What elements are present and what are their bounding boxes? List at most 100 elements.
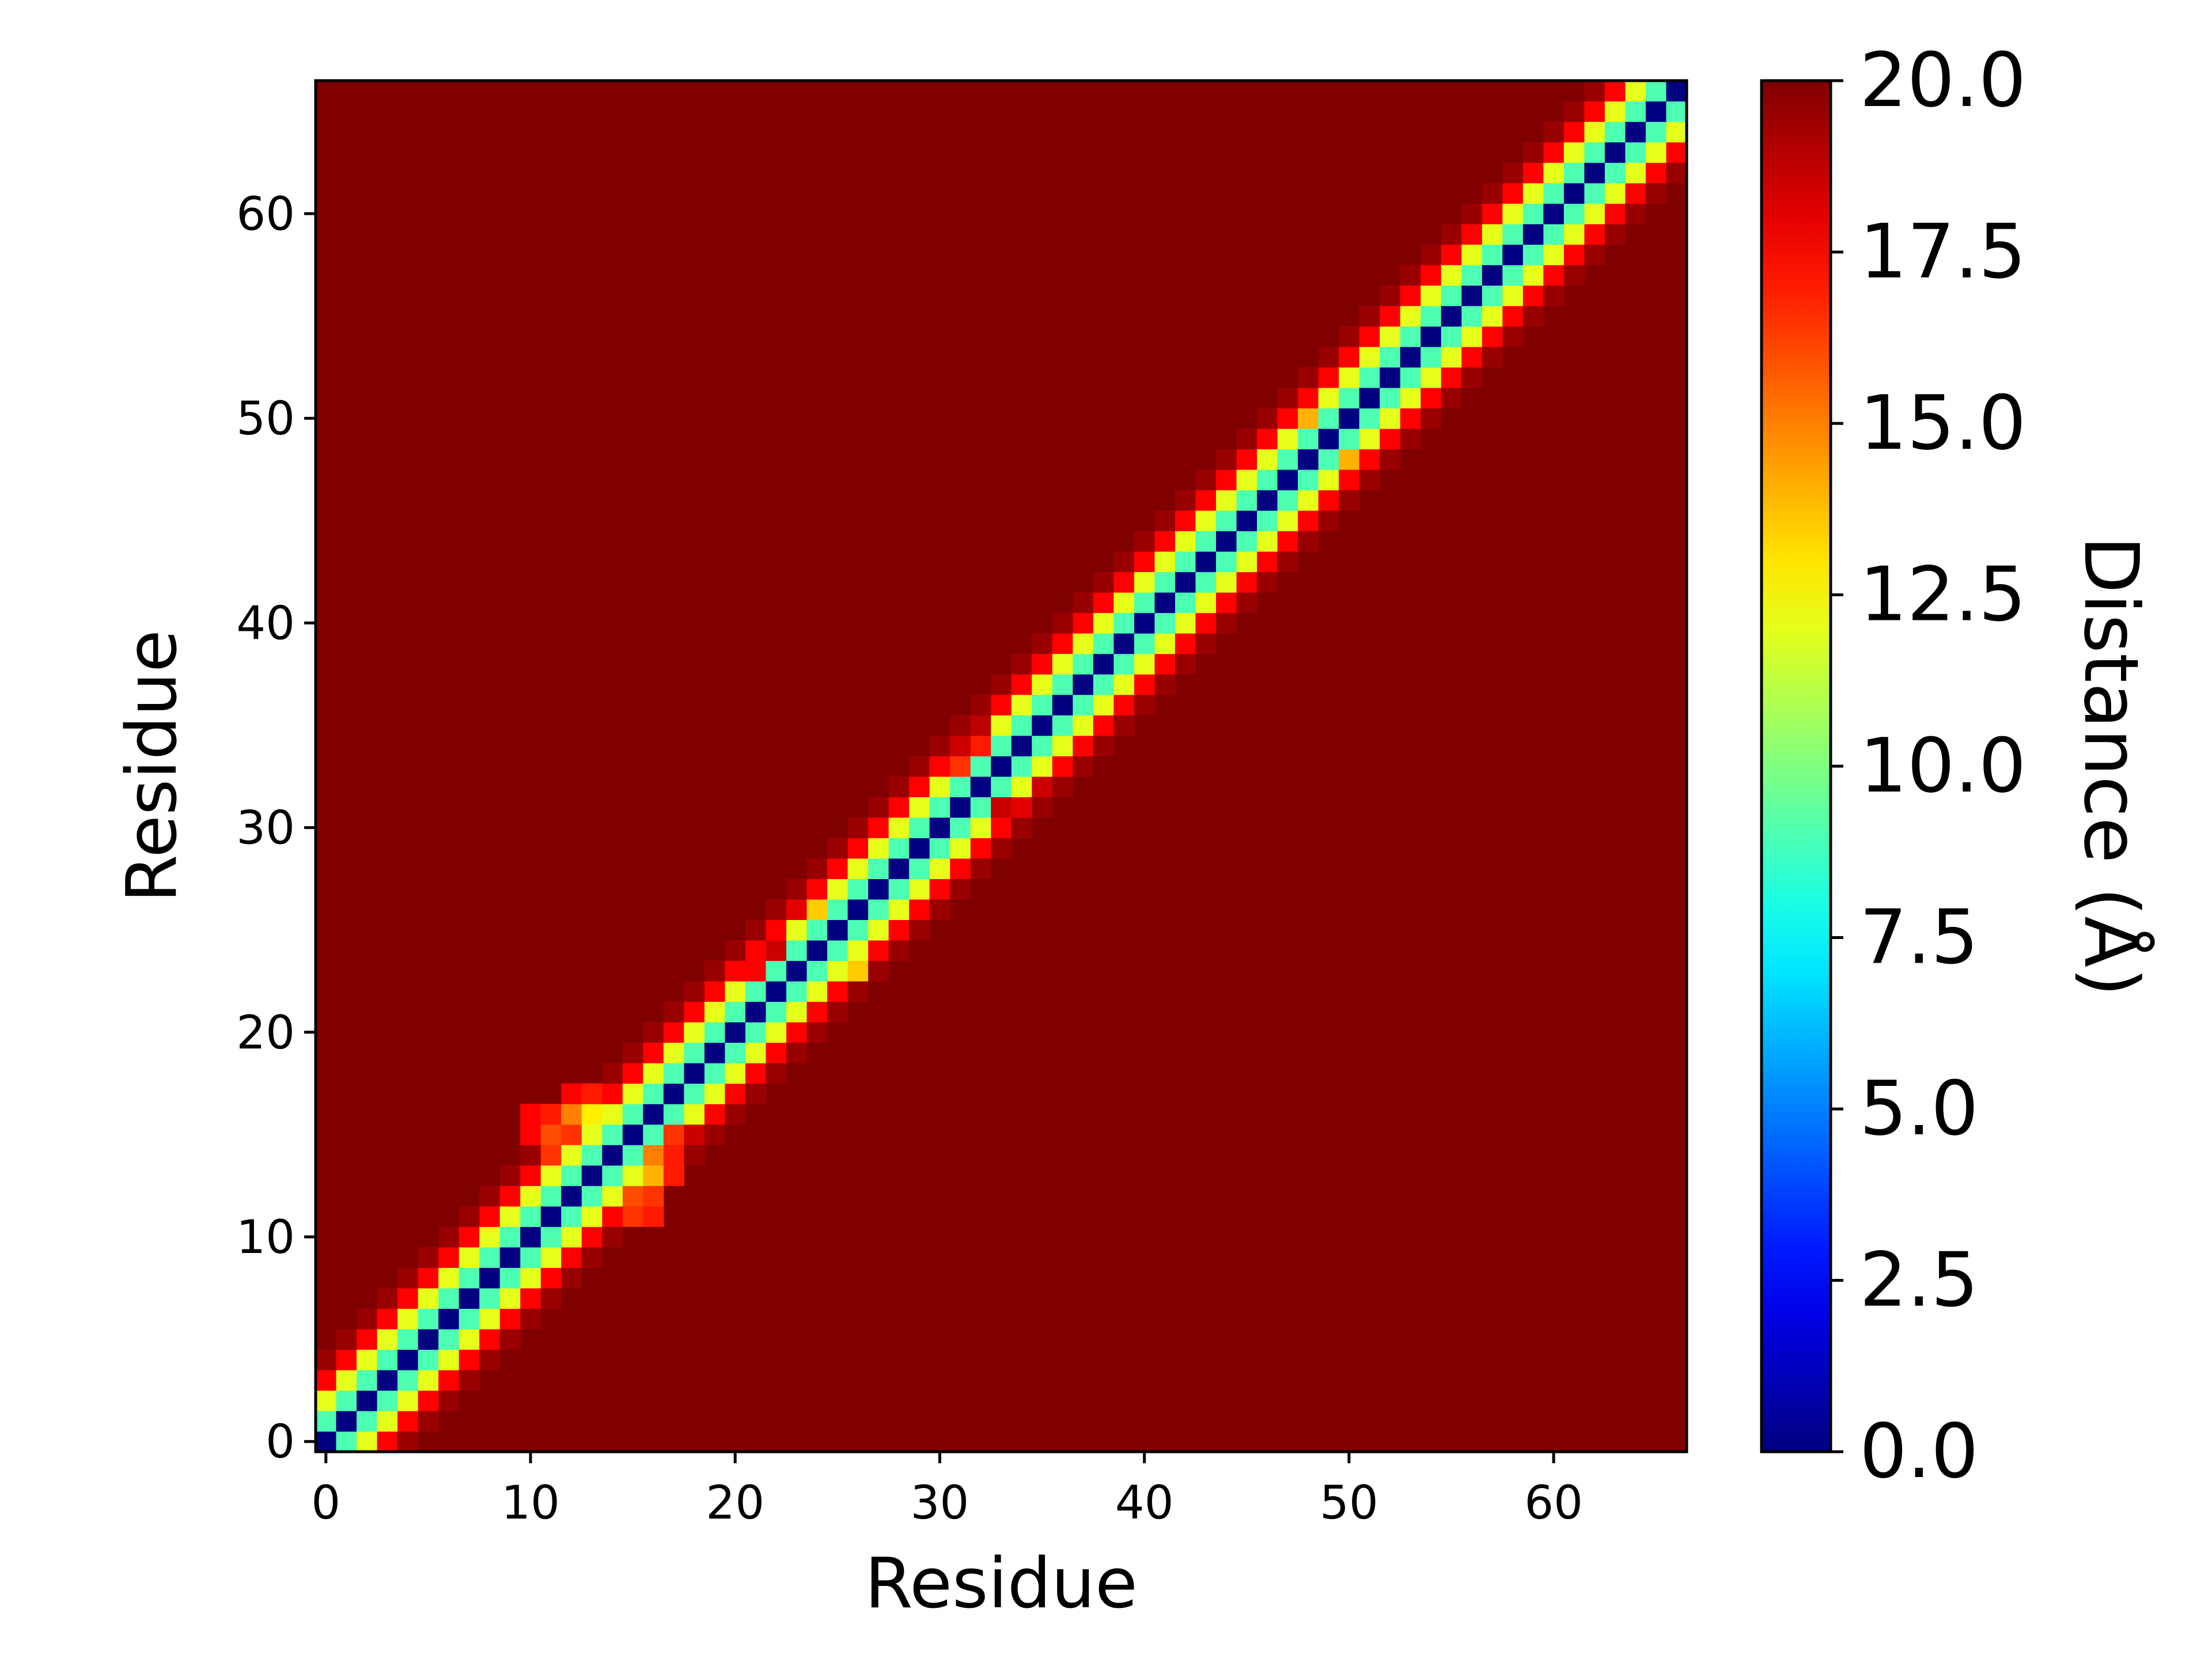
- heatmap-cell: [745, 1022, 767, 1043]
- heatmap-cell: [1277, 510, 1298, 532]
- heatmap-cell: [1604, 162, 1626, 184]
- heatmap-cell: [1461, 346, 1483, 368]
- heatmap-cell: [1522, 305, 1544, 327]
- heatmap-cell: [622, 1124, 643, 1145]
- heatmap-cell: [1093, 612, 1114, 634]
- heatmap-cell: [1604, 142, 1626, 163]
- heatmap-cell: [847, 960, 869, 982]
- heatmap-cell: [561, 1104, 582, 1125]
- heatmap-cell: [1666, 142, 1687, 163]
- heatmap-cell: [847, 919, 869, 941]
- heatmap-cell: [561, 1165, 582, 1186]
- heatmap-cell: [316, 1431, 337, 1452]
- heatmap-cell: [704, 1104, 726, 1125]
- heatmap-cell: [1093, 633, 1114, 654]
- heatmap-cell: [1502, 244, 1524, 266]
- heatmap-cell: [479, 1206, 501, 1227]
- heatmap-cell: [1563, 224, 1585, 245]
- plot-frame: [314, 79, 1688, 1453]
- heatmap-cell: [336, 1431, 357, 1452]
- heatmap-cell: [316, 1369, 337, 1391]
- heatmap-cell: [581, 1247, 603, 1268]
- heatmap-cell: [1359, 367, 1380, 388]
- heatmap-cell: [1666, 122, 1687, 143]
- heatmap-cell: [561, 1206, 582, 1227]
- heatmap-cell: [499, 1328, 521, 1350]
- heatmap-cell: [745, 940, 767, 961]
- heatmap-cell: [602, 1226, 623, 1248]
- heatmap-cell: [1400, 387, 1421, 408]
- heatmap-cell: [1563, 264, 1585, 286]
- heatmap-cell: [1052, 776, 1073, 797]
- heatmap-cell: [581, 1186, 603, 1207]
- x-axis: 0 10 20 30 40 50 60: [311, 1452, 1583, 1530]
- heatmap-cell: [602, 1104, 623, 1125]
- heatmap-cell: [561, 1247, 582, 1268]
- heatmap-cell: [970, 817, 991, 838]
- heatmap-cell: [1461, 367, 1483, 388]
- heatmap-cell: [950, 858, 971, 879]
- heatmap-cell: [377, 1431, 398, 1452]
- heatmap-cell: [1257, 571, 1278, 593]
- heatmap-cell: [1032, 674, 1053, 695]
- heatmap-cell: [684, 1063, 705, 1084]
- heatmap-cell: [499, 1267, 521, 1289]
- heatmap-cell: [1073, 694, 1094, 715]
- heatmap-cell: [1257, 531, 1278, 552]
- heatmap-cell: [418, 1288, 439, 1309]
- heatmap-cell: [1421, 244, 1442, 266]
- heatmap-cell: [1175, 612, 1196, 634]
- heatmap-cell: [1175, 551, 1196, 573]
- heatmap-cell: [499, 1288, 521, 1309]
- heatmap-cell: [499, 1165, 521, 1186]
- heatmap-cell: [1584, 142, 1605, 163]
- heatmap-cell: [827, 940, 849, 961]
- heatmap-cell: [622, 1083, 643, 1104]
- heatmap-cell: [1175, 592, 1196, 614]
- heatmap-cell: [1400, 408, 1421, 429]
- heatmap-cell: [950, 735, 971, 756]
- heatmap-cell: [684, 1124, 705, 1145]
- heatmap-cell: [868, 940, 889, 961]
- heatmap-cell: [1421, 408, 1442, 429]
- heatmap-cell: [684, 1104, 705, 1125]
- heatmap-cell: [725, 1063, 746, 1084]
- heatmap-cell: [786, 940, 808, 961]
- heatmap-cell: [1277, 408, 1298, 429]
- heatmap-cell: [438, 1267, 460, 1289]
- heatmap-cell: [684, 1042, 705, 1063]
- heatmap-cell: [1604, 101, 1626, 122]
- heatmap-cell: [1257, 551, 1278, 573]
- heatmap-cell: [1359, 469, 1380, 491]
- heatmap-cell: [1113, 592, 1135, 614]
- heatmap-cell: [1318, 510, 1339, 532]
- heatmap-cell: [1502, 224, 1524, 245]
- heatmap-cell: [1175, 510, 1196, 532]
- heatmap-cell: [1175, 531, 1196, 552]
- heatmap-cell: [1543, 162, 1565, 184]
- heatmap-cell: [991, 674, 1012, 695]
- heatmap-cell: [766, 1042, 787, 1063]
- heatmap-cell: [520, 1165, 541, 1186]
- heatmap-cell: [1441, 367, 1462, 388]
- heatmap-cell: [438, 1226, 460, 1248]
- heatmap-cell: [1522, 183, 1544, 204]
- heatmap-cell: [1073, 592, 1094, 614]
- heatmap-cell: [1380, 408, 1401, 429]
- heatmap-cell: [1421, 367, 1442, 388]
- heatmap-cell: [725, 940, 746, 961]
- heatmap-cell: [1380, 326, 1401, 347]
- heatmap-cell: [725, 1042, 746, 1063]
- heatmap-cell: [622, 1104, 643, 1125]
- heatmap-cell: [1502, 305, 1524, 327]
- heatmap-cell: [806, 899, 828, 921]
- heatmap-cell: [766, 1001, 787, 1023]
- heatmap-cell: [622, 1206, 643, 1227]
- heatmap-cell: [1134, 612, 1156, 634]
- heatmap-cell: [909, 858, 930, 879]
- heatmap-cell: [663, 1165, 684, 1186]
- heatmap-cell: [786, 1001, 808, 1023]
- colorbar-tick-label: 5.0: [1859, 1065, 1979, 1152]
- heatmap-cell: [1604, 81, 1626, 102]
- heatmap-cell: [1011, 653, 1032, 675]
